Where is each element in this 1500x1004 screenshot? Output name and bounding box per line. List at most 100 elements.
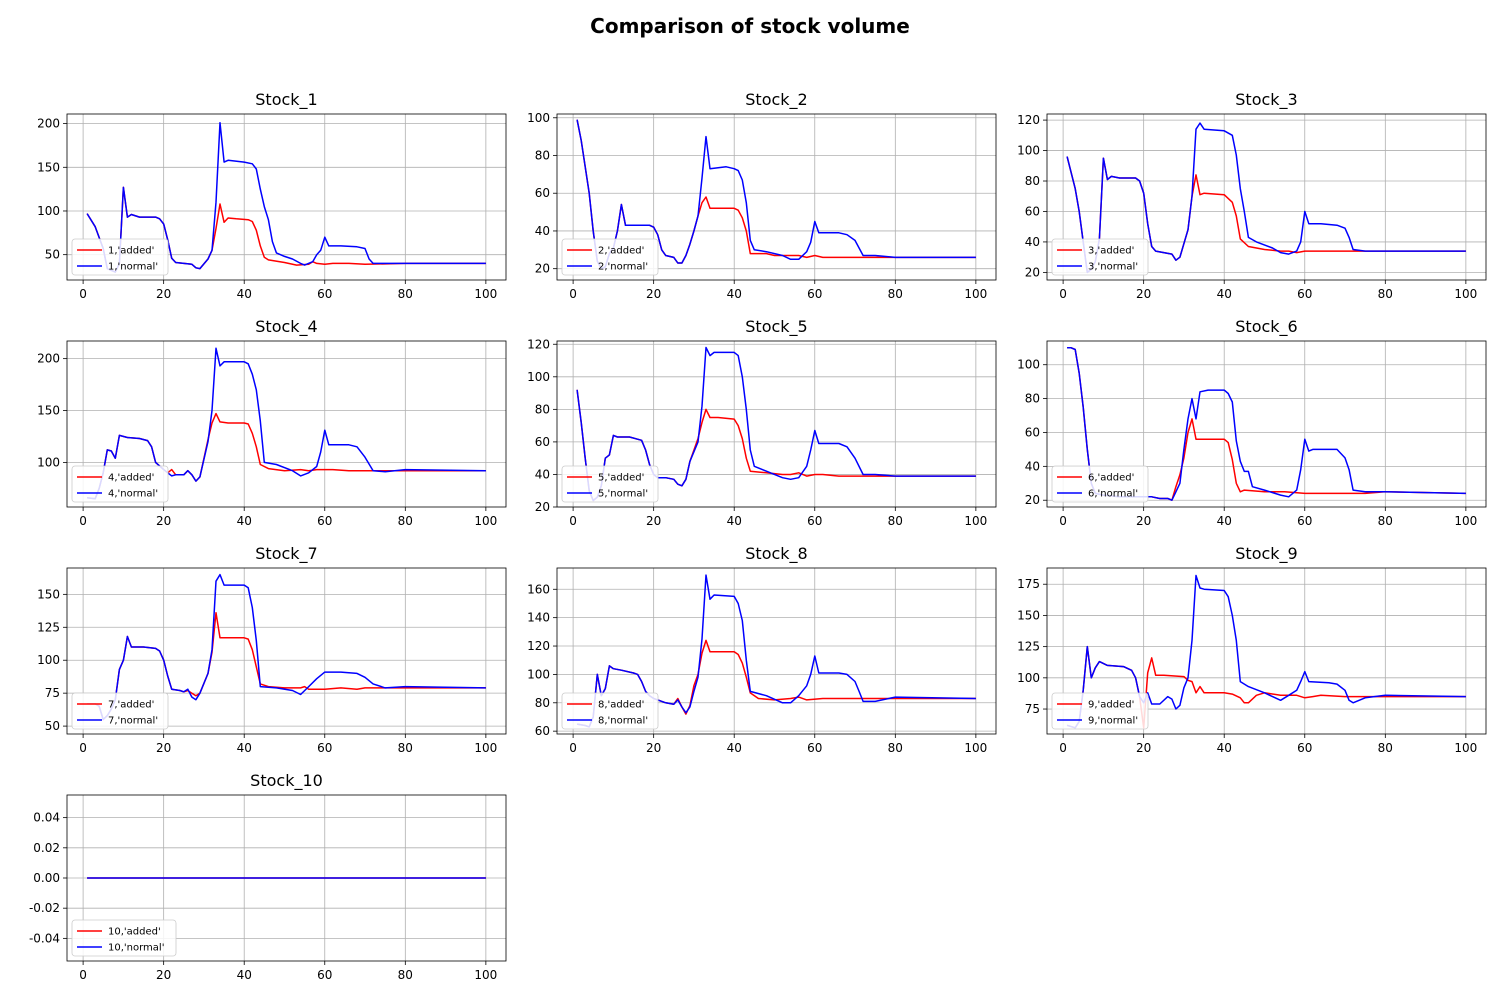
y-tick-label: 60 [535, 186, 550, 200]
y-tick-label: 40 [535, 467, 550, 481]
series-line-normal [86, 121, 486, 273]
subplot-8: 0 20 40 60 80 100 60 80 100 120 140 160 Stock_8 8,'ad… [527, 544, 997, 755]
legend-label: 8,'normal' [598, 716, 648, 727]
y-tick-label: 160 [527, 582, 550, 596]
x-tick-label: 100 [1454, 514, 1477, 528]
subplot-10: 0 20 40 60 80 100 -0.04 -0.02 0.00 0.02 0.04 Stock_… [29, 771, 507, 982]
y-tick-label: 40 [535, 224, 550, 238]
x-tick-label: 100 [1454, 287, 1477, 301]
x-tick-label: 20 [156, 968, 171, 982]
x-tick-label: 40 [237, 514, 252, 528]
y-tick-label: 120 [1017, 113, 1040, 127]
y-tick-label: 100 [1017, 144, 1040, 158]
x-tick-label: 80 [888, 514, 903, 528]
x-tick-label: 60 [1297, 287, 1312, 301]
legend: 6,'added' 6,'normal' [1051, 465, 1149, 503]
x-tick-label: 100 [1454, 741, 1477, 755]
y-tick-label: 120 [527, 639, 550, 653]
x-tick-label: 80 [398, 514, 413, 528]
x-tick-label: 60 [1297, 514, 1312, 528]
x-tick-label: 20 [156, 287, 171, 301]
y-tick-label: 20 [1025, 493, 1040, 507]
legend-label: 6,'added' [1088, 473, 1134, 484]
legend-label: 2,'normal' [598, 262, 648, 273]
axes-frame [66, 113, 507, 281]
subplot-title: Stock_6 [1235, 317, 1297, 337]
x-tick-label: 80 [1378, 287, 1393, 301]
y-tick-label: 80 [535, 402, 550, 416]
legend-label: 3,'added' [1088, 246, 1134, 257]
axes-frame [1046, 340, 1487, 508]
subplot-9: 0 20 40 60 80 100 75 100 125 150 175 Stock_9 9,'adde… [1017, 544, 1487, 755]
y-tick-label: 125 [37, 620, 60, 634]
x-tick-label: 100 [474, 968, 497, 982]
axes-frame [556, 113, 997, 281]
x-tick-label: 40 [237, 968, 252, 982]
x-tick-label: 20 [1136, 287, 1151, 301]
subplot-2: 0 20 40 60 80 10020406080100Stock_22,'added'2… [527, 90, 997, 301]
legend-label: 10,'normal' [108, 943, 164, 954]
y-tick-label: 100 [527, 667, 550, 681]
y-tick-label: 0.02 [33, 841, 60, 855]
series-line-normal [1066, 574, 1466, 729]
y-tick-label: 80 [1025, 174, 1040, 188]
x-tick-label: 60 [807, 514, 822, 528]
x-tick-label: 0 [79, 514, 87, 528]
y-tick-label: 100 [1017, 358, 1040, 372]
x-tick-label: 80 [888, 287, 903, 301]
legend: 2,'added' 2,'normal' [561, 238, 659, 276]
y-tick-label: 150 [37, 404, 60, 418]
series-line-normal [576, 346, 976, 502]
y-tick-label: 140 [527, 611, 550, 625]
subplot-6: 0 20 40 60 80 10020406080100Stock_66,'added'6… [1017, 317, 1487, 528]
x-tick-label: 40 [237, 287, 252, 301]
y-tick-label: 175 [1017, 577, 1040, 591]
legend-label: 3,'normal' [1088, 262, 1138, 273]
x-tick-label: 20 [646, 741, 661, 755]
y-tick-label: 0.04 [33, 811, 60, 825]
x-tick-label: 80 [398, 968, 413, 982]
legend-label: 2,'added' [598, 246, 644, 257]
figure-title: Comparison of stock volume [590, 14, 910, 38]
y-tick-label: 125 [1017, 640, 1040, 654]
y-tick-label: 100 [37, 653, 60, 667]
x-tick-label: 20 [156, 514, 171, 528]
legend-label: 9,'normal' [1088, 716, 1138, 727]
x-tick-label: 0 [1059, 514, 1067, 528]
legend-label: 7,'added' [108, 700, 154, 711]
legend-label: 1,'normal' [108, 262, 158, 273]
axes-frame [66, 567, 507, 735]
subplot-1: 0 20 40 60 80 10050100150200Stock_11,'added'1… [37, 90, 507, 301]
subplot-title: Stock_10 [250, 771, 323, 791]
y-tick-label: 50 [45, 719, 60, 733]
y-tick-label: 75 [45, 686, 60, 700]
x-tick-label: 0 [569, 514, 577, 528]
legend-label: 7,'normal' [108, 716, 158, 727]
x-tick-label: 60 [317, 287, 332, 301]
x-tick-label: 0 [79, 741, 87, 755]
axes-frame [1046, 567, 1487, 735]
legend: 9,'added' 9,'normal' [1051, 692, 1149, 730]
y-tick-label: 75 [1025, 702, 1040, 716]
x-tick-label: 100 [474, 514, 497, 528]
x-tick-label: 0 [569, 741, 577, 755]
y-tick-label: 20 [1025, 265, 1040, 279]
subplot-title: Stock_7 [255, 544, 317, 564]
legend-label: 4,'added' [108, 473, 154, 484]
subplot-title: Stock_2 [745, 90, 807, 110]
y-tick-label: -0.04 [29, 931, 60, 945]
legend-label: 6,'normal' [1088, 489, 1138, 500]
y-tick-label: 80 [1025, 392, 1040, 406]
y-tick-label: 150 [37, 160, 60, 174]
x-tick-label: 40 [727, 514, 742, 528]
legend: 8,'added' 8,'normal' [561, 692, 659, 730]
y-tick-label: 60 [535, 435, 550, 449]
subplot-title: Stock_9 [1235, 544, 1297, 564]
y-tick-label: 100 [527, 111, 550, 125]
y-tick-label: 120 [527, 337, 550, 351]
subplot-title: Stock_5 [745, 317, 807, 337]
y-tick-label: 50 [45, 248, 60, 262]
y-tick-label: 0.00 [33, 871, 60, 885]
y-tick-label: 60 [535, 724, 550, 738]
